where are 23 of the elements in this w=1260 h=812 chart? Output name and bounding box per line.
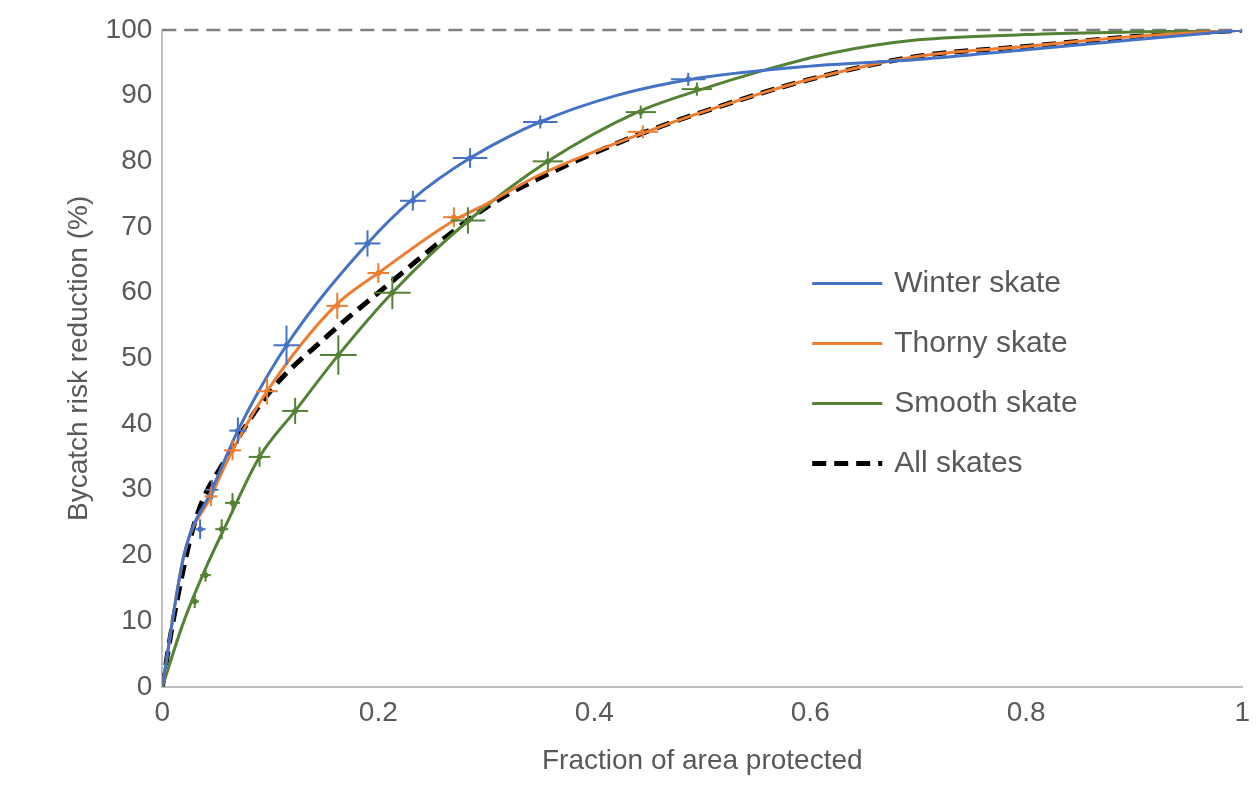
x-axis-title: Fraction of area protected — [541, 743, 863, 775]
legend-label: All skates — [894, 444, 1023, 478]
y-tick-label: 50 — [121, 341, 153, 373]
y-axis-title: Bycatch risk reduction (%) — [61, 195, 93, 522]
x-tick-label: 1 — [1234, 696, 1250, 728]
x-tick-label: 0.4 — [574, 696, 614, 728]
y-tick-label: 90 — [121, 78, 153, 110]
y-tick-label: 30 — [121, 472, 153, 504]
legend-label: Thorny skate — [894, 324, 1068, 358]
y-tick-label: 100 — [105, 12, 153, 44]
x-tick-label: 0.8 — [1006, 696, 1046, 728]
legend-label: Winter skate — [894, 264, 1061, 298]
y-tick-label: 80 — [121, 144, 153, 176]
y-tick-label: 40 — [121, 406, 153, 438]
x-tick-label: 0.6 — [790, 696, 830, 728]
x-tick-label: 0.2 — [358, 696, 398, 728]
line-series — [162, 30, 1243, 687]
y-tick-label: 20 — [121, 538, 153, 570]
y-tick-label: 70 — [121, 209, 153, 241]
y-tick-label: 10 — [121, 603, 153, 635]
y-tick-label: 60 — [121, 275, 153, 307]
legend-label: Smooth skate — [894, 384, 1078, 418]
y-tick-label: 0 — [136, 669, 153, 701]
